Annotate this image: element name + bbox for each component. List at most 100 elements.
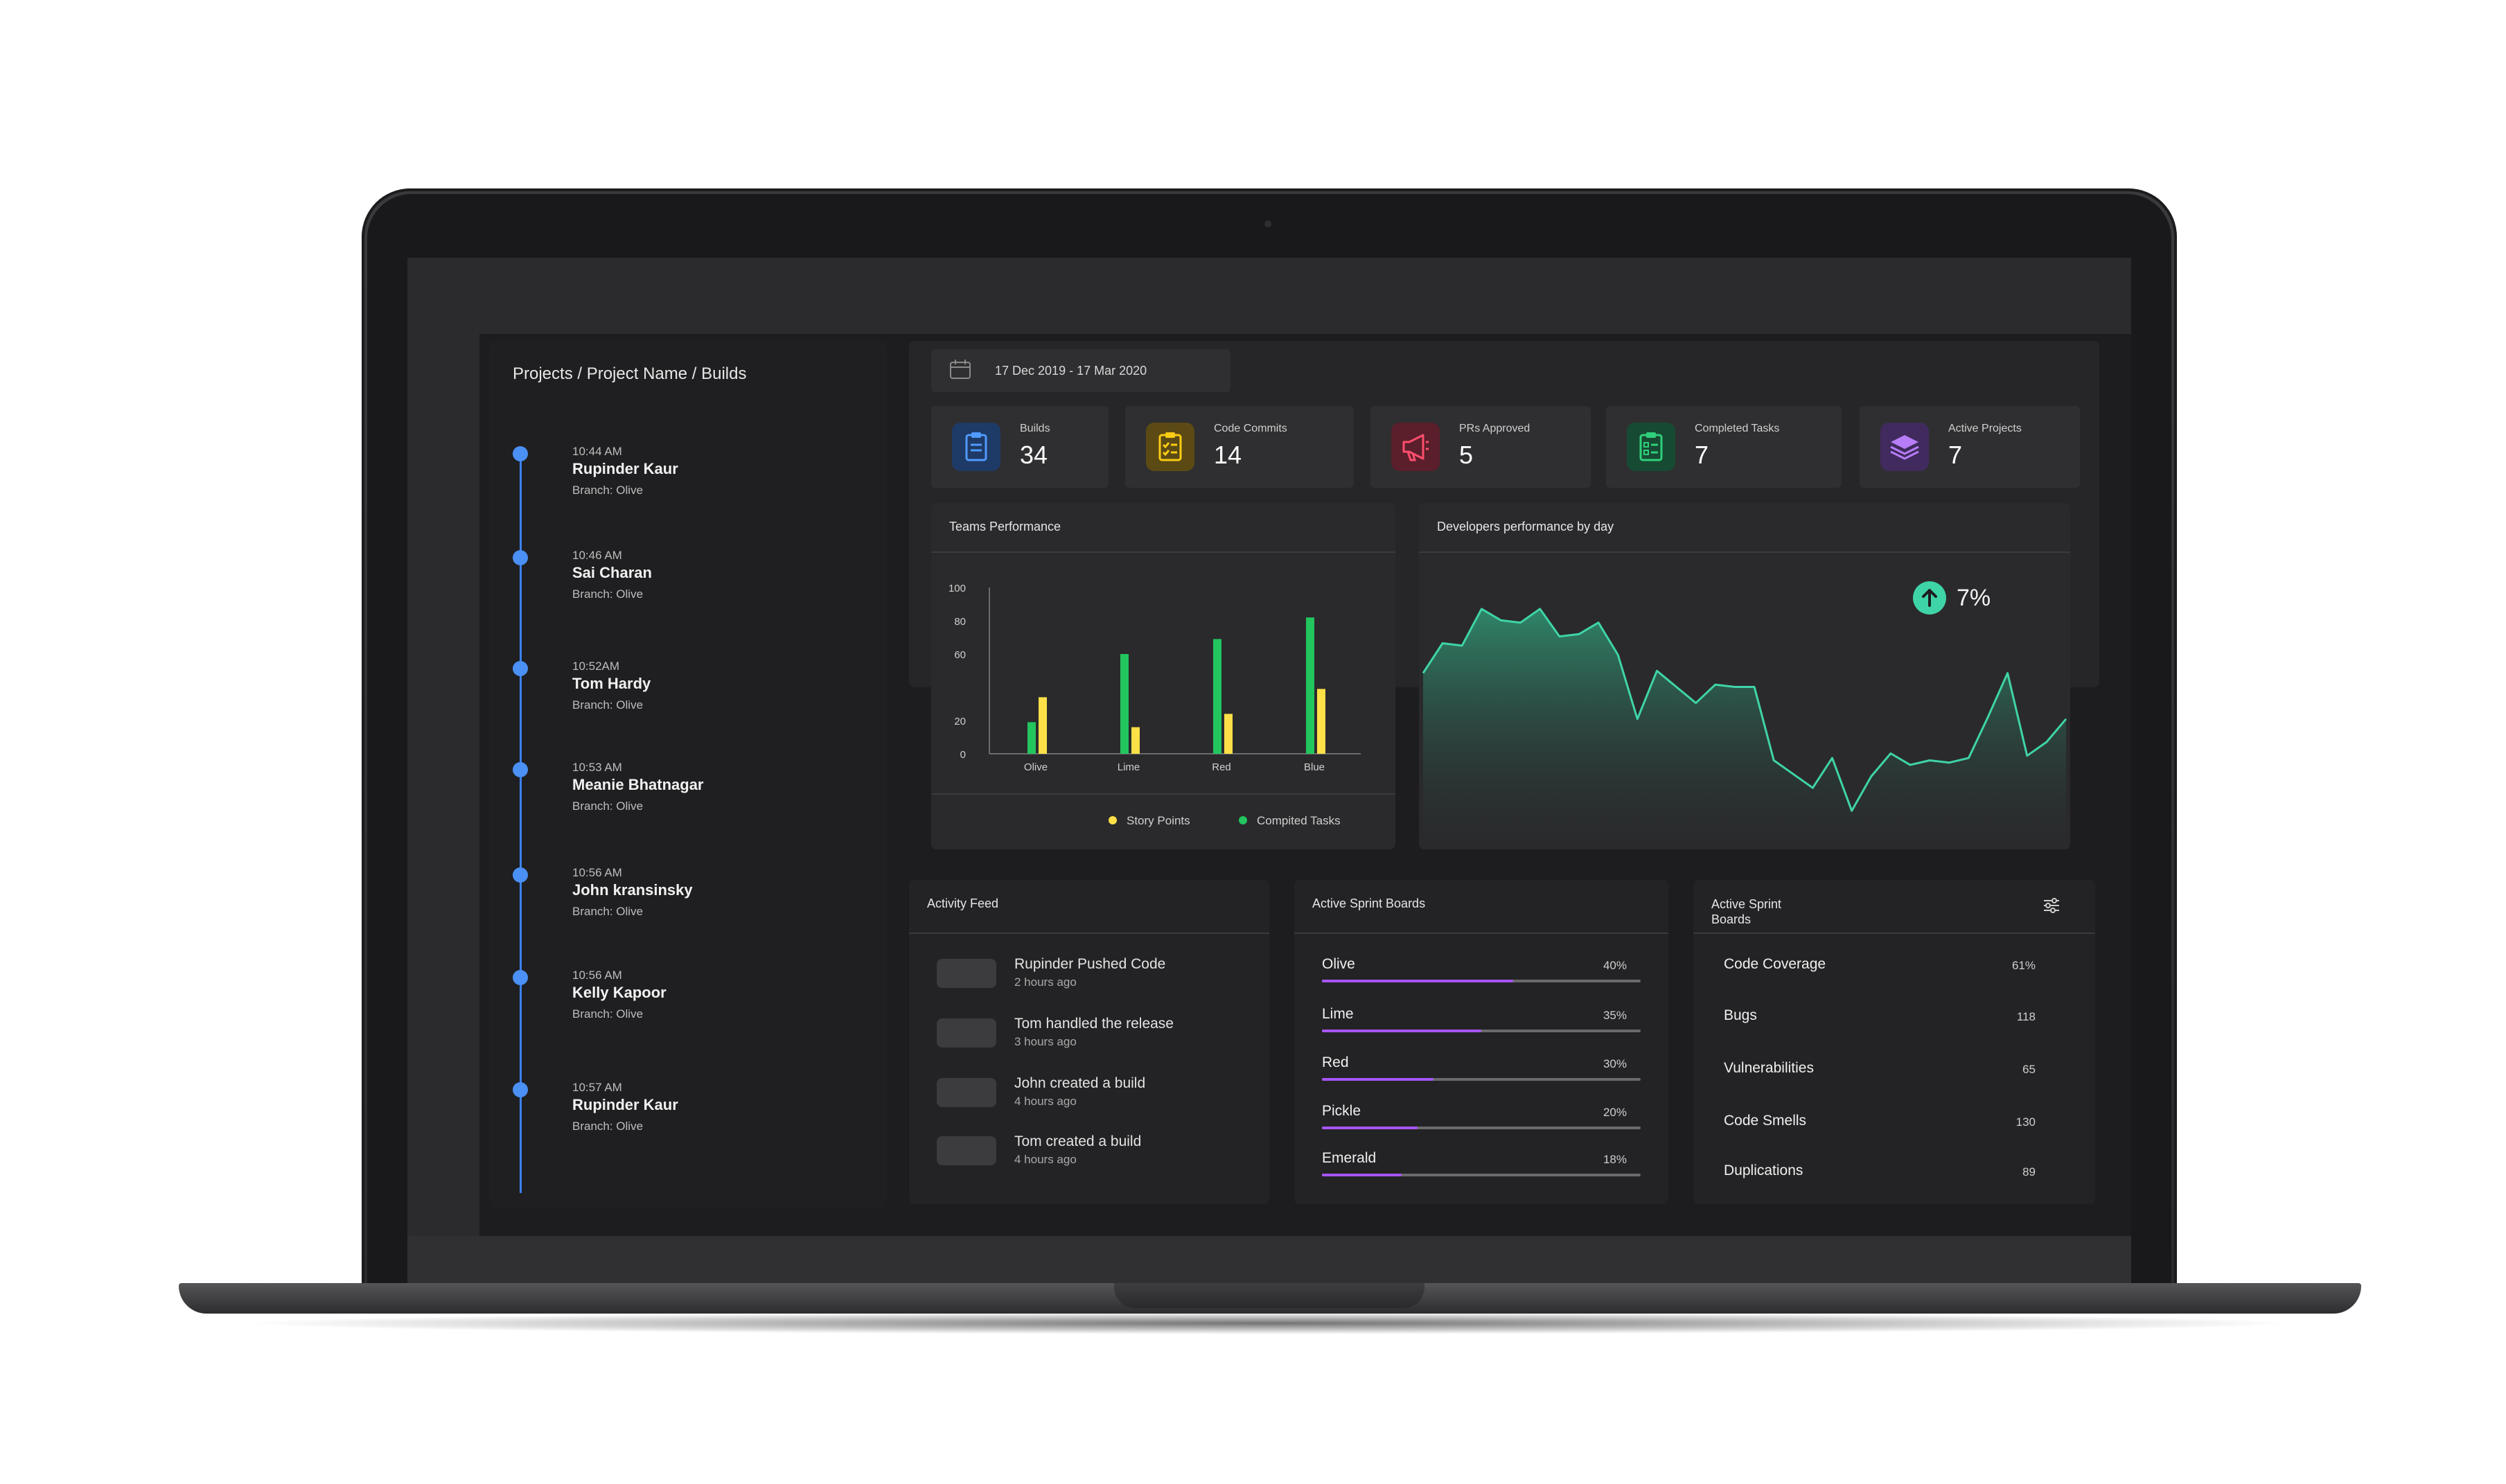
metric-name: Code Smells — [1724, 1113, 1807, 1129]
activity-time: 4 hours ago — [1014, 1153, 1077, 1166]
metric-name: Code Coverage — [1724, 956, 1826, 972]
performance-line — [1422, 608, 2067, 812]
timeline-line — [520, 452, 522, 1193]
activity-text: Rupinder Pushed Code — [1014, 956, 1166, 972]
entry-time: 10:52AM — [572, 660, 620, 673]
builds-sidebar: Projects / Project Name / Builds 10:44 A… — [489, 341, 887, 1208]
avatar — [937, 1136, 996, 1165]
stat-card-builds[interactable]: Builds 34 — [931, 406, 1109, 488]
timeline-dot — [513, 970, 528, 985]
sprint-name: Pickle — [1322, 1103, 1361, 1119]
bar-red-0 — [1213, 639, 1221, 754]
stat-card-active-projects[interactable]: Active Projects 7 — [1860, 406, 2080, 488]
legend-swatch — [1239, 816, 1247, 824]
bar-red-1 — [1224, 714, 1233, 754]
filter-icon[interactable] — [2042, 898, 2061, 913]
progress-track — [1322, 1078, 1641, 1081]
developers-performance-card: Developers performance by day 7% — [1419, 503, 2070, 849]
divider — [1693, 933, 2095, 934]
stat-value: 5 — [1459, 441, 1474, 469]
stat-card-code-commits[interactable]: Code Commits 14 — [1125, 406, 1354, 488]
x-tick-label: Red — [1212, 761, 1231, 773]
stat-label: Active Projects — [1948, 423, 2022, 434]
layers-icon — [1880, 423, 1929, 471]
avatar — [937, 1018, 996, 1048]
activity-text: John created a build — [1014, 1075, 1146, 1091]
entry-time: 10:56 AM — [572, 866, 622, 879]
sprint-percent: 40% — [1603, 959, 1627, 972]
bar-lime-0 — [1120, 654, 1129, 754]
stat-value: 7 — [1948, 441, 1963, 469]
progress-fill — [1322, 1174, 1402, 1176]
stat-card-prs-approved[interactable]: PRs Approved 5 — [1370, 406, 1591, 488]
legend-label: Story Points — [1127, 814, 1190, 827]
entry-time: 10:53 AM — [572, 761, 622, 774]
entry-branch: Branch: Olive — [572, 905, 644, 918]
sprint-percent: 30% — [1603, 1057, 1627, 1070]
y-tick-label: 80 — [954, 616, 966, 628]
x-tick-label: Olive — [1024, 761, 1048, 773]
stat-value: 14 — [1214, 441, 1242, 469]
date-range-picker[interactable]: 17 Dec 2019 - 17 Mar 2020 — [931, 349, 1230, 392]
card-title: Active Sprint Boards — [1711, 897, 1782, 926]
timeline-dot — [513, 762, 528, 777]
progress-fill — [1322, 1030, 1481, 1032]
activity-text: Tom created a build — [1014, 1133, 1142, 1149]
timeline-dot — [513, 550, 528, 565]
entry-author: John kransinsky — [572, 881, 693, 899]
metric-value: 65 — [2022, 1063, 2036, 1076]
avatar — [937, 1078, 996, 1107]
avatar — [937, 959, 996, 988]
entry-branch: Branch: Olive — [572, 1007, 644, 1021]
x-tick-label: Blue — [1304, 761, 1325, 773]
entry-time: 10:44 AM — [572, 445, 622, 458]
timeline-dot — [513, 867, 528, 883]
progress-fill — [1322, 980, 1513, 982]
card-title: Activity Feed — [927, 896, 999, 910]
sprint-name: Red — [1322, 1054, 1349, 1070]
legend-swatch — [1109, 816, 1117, 824]
progress-track — [1322, 980, 1641, 982]
calendar-icon — [950, 360, 971, 379]
y-tick-label: 0 — [960, 749, 966, 761]
checklist-icon — [1146, 423, 1194, 471]
teams-performance-chart: 0 20 60 80 100 Olive Lime Red Blue Story Points Co… — [931, 583, 1395, 827]
performance-area — [1423, 608, 2066, 845]
card-title: Developers performance by day — [1437, 520, 1614, 533]
y-tick-label: 20 — [954, 716, 966, 727]
entry-author: Meanie Bhatnagar — [572, 776, 704, 793]
stat-label: Builds — [1020, 423, 1050, 434]
entry-time: 10:56 AM — [572, 969, 622, 982]
activity-time: 4 hours ago — [1014, 1095, 1077, 1108]
bar-lime-1 — [1131, 727, 1140, 754]
sprint-boards-card: Active Sprint Boards Olive 40% Lime 35% Red 3… — [1294, 880, 1668, 1204]
stat-value: 7 — [1695, 441, 1709, 469]
entry-branch: Branch: Olive — [572, 800, 644, 813]
bar-blue-1 — [1317, 689, 1325, 754]
teams-performance-card: Teams Performance 0 20 60 80 100 Olive Lime Red… — [931, 503, 1395, 849]
divider — [909, 933, 1269, 934]
metric-value: 118 — [2016, 1010, 2036, 1023]
breadcrumb[interactable]: Projects / Project Name / Builds — [513, 364, 747, 383]
camera-icon — [1264, 220, 1271, 227]
card-title: Active Sprint Boards — [1312, 896, 1426, 910]
metric-name: Vulnerabilities — [1724, 1060, 1814, 1076]
progress-track — [1322, 1127, 1641, 1129]
sprint-percent: 35% — [1603, 1009, 1627, 1022]
metric-value: 130 — [2015, 1115, 2036, 1129]
divider — [1294, 933, 1668, 934]
entry-author: Sai Charan — [572, 564, 652, 581]
metric-name: Duplications — [1724, 1163, 1803, 1178]
activity-feed-card: Activity Feed Rupinder Pushed Code 2 hour… — [909, 880, 1269, 1204]
timeline-dot — [513, 446, 528, 461]
entry-author: Rupinder Kaur — [572, 1096, 678, 1113]
activity-time: 2 hours ago — [1014, 975, 1077, 989]
timeline-dot — [513, 1082, 528, 1097]
y-tick-label: 60 — [954, 649, 966, 661]
megaphone-icon — [1391, 423, 1440, 471]
stat-value: 34 — [1020, 441, 1048, 469]
stat-label: PRs Approved — [1459, 423, 1530, 434]
legend-label: Compited Tasks — [1257, 814, 1341, 827]
sprint-percent: 18% — [1603, 1153, 1627, 1166]
stat-card-completed-tasks[interactable]: Completed Tasks 7 — [1606, 406, 1842, 488]
